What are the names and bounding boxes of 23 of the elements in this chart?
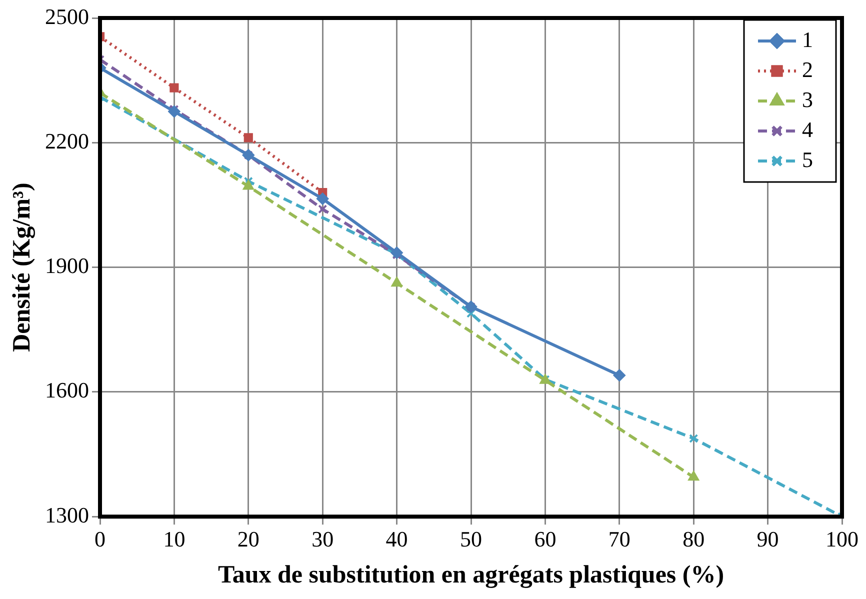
x-tick-label: 80 (682, 526, 705, 552)
x-tick-label: 40 (386, 526, 408, 552)
x-tick-label: 90 (756, 526, 779, 552)
x-tick-label: 0 (94, 526, 106, 552)
legend-label: 1 (802, 26, 813, 52)
legend-label: 5 (802, 146, 813, 172)
x-tick-label: 30 (312, 526, 334, 552)
x-tick-label: 50 (460, 526, 482, 552)
x-tick-label: 20 (237, 526, 260, 552)
y-tick-label: 2500 (45, 4, 89, 29)
y-tick-label: 1600 (45, 378, 89, 403)
y-tick-label: 1900 (45, 253, 89, 278)
y-tick-label: 2200 (45, 128, 89, 154)
legend-label: 2 (802, 56, 813, 82)
legend-label: 4 (802, 116, 813, 142)
x-axis-title: Taux de substitution en agrégats plastiques (%) (218, 561, 724, 588)
x-tick-label: 100 (826, 526, 858, 552)
x-tick-label: 10 (163, 526, 186, 552)
legend-label: 3 (802, 86, 813, 112)
y-axis-title: Densité (Kg/m³) (8, 182, 36, 352)
y-tick-label: 1300 (45, 502, 89, 528)
x-tick-label: 60 (534, 526, 556, 552)
x-tick-label: 70 (608, 526, 630, 552)
